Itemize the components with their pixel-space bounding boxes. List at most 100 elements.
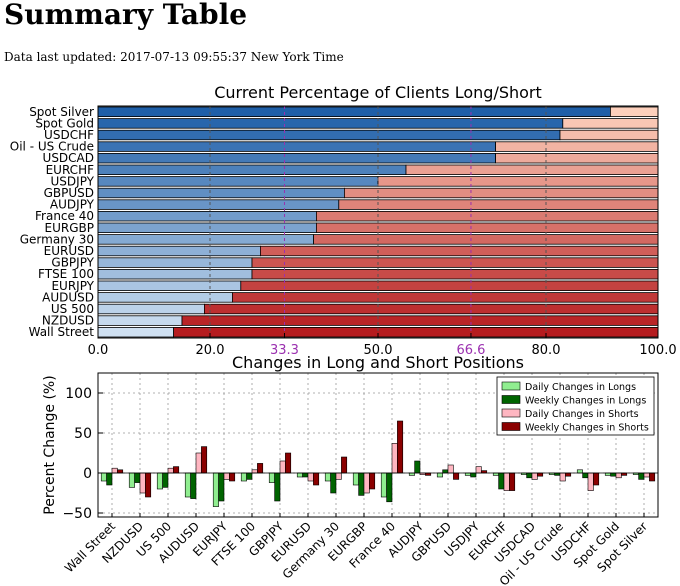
change-bar bbox=[251, 469, 258, 474]
short-bar bbox=[231, 292, 659, 303]
long-bar bbox=[97, 326, 174, 338]
page-title: Summary Table bbox=[4, 0, 248, 31]
change-bar bbox=[643, 472, 650, 478]
change-bar bbox=[128, 472, 135, 488]
short-bar bbox=[240, 280, 659, 292]
change-bar bbox=[240, 472, 247, 482]
short-bar bbox=[495, 141, 659, 152]
short-bar bbox=[181, 315, 659, 326]
long-bar bbox=[97, 268, 253, 280]
change-bar bbox=[447, 464, 454, 474]
long-bar bbox=[97, 292, 233, 303]
change-bar bbox=[296, 472, 303, 478]
short-bar bbox=[338, 199, 659, 210]
x-tick-label: 80.0 bbox=[532, 343, 561, 358]
change-bar bbox=[212, 472, 219, 507]
change-bar bbox=[565, 472, 572, 477]
change-bar bbox=[195, 452, 202, 474]
legend-swatch bbox=[501, 395, 521, 404]
long-bar bbox=[97, 176, 379, 187]
change-bar bbox=[391, 443, 398, 474]
category-label: FTSE 100 bbox=[38, 267, 94, 281]
long-bar bbox=[97, 234, 315, 245]
change-bar bbox=[302, 472, 309, 478]
change-bar bbox=[363, 472, 370, 494]
change-bar bbox=[341, 456, 348, 474]
long-bar bbox=[97, 199, 340, 210]
category-label: EURGBP bbox=[45, 221, 94, 235]
category-label: US 500 bbox=[51, 302, 94, 316]
long-bar bbox=[97, 106, 611, 118]
legend-label: Daily Changes in Shorts bbox=[525, 409, 639, 420]
category-label: France 40 bbox=[35, 209, 94, 223]
category-label: AUDUSD bbox=[42, 290, 94, 304]
change-bar bbox=[475, 466, 482, 474]
change-bar bbox=[526, 472, 533, 479]
change-bar bbox=[111, 467, 118, 474]
category-label: Spot Gold bbox=[35, 116, 94, 130]
long-bar bbox=[97, 280, 242, 292]
category-label: EURUSD bbox=[44, 244, 94, 258]
short-bar bbox=[251, 268, 659, 280]
short-bar bbox=[343, 187, 659, 199]
long-bar bbox=[97, 210, 317, 222]
short-bar bbox=[251, 257, 659, 268]
short-bar bbox=[377, 176, 659, 187]
change-bar bbox=[134, 472, 141, 483]
long-bar bbox=[97, 129, 561, 141]
legend-swatch bbox=[501, 381, 521, 391]
change-bar bbox=[100, 472, 107, 482]
category-label: EURCHF bbox=[46, 163, 95, 177]
change-bar bbox=[274, 472, 281, 502]
long-bar bbox=[97, 118, 564, 129]
y-tick-label: 100 bbox=[65, 386, 92, 402]
long-bar bbox=[97, 315, 183, 326]
last-updated-text: Data last updated: 2017-07-13 09:55:37 N… bbox=[4, 50, 344, 64]
y-tick-label: −50 bbox=[62, 506, 92, 522]
change-bar bbox=[229, 472, 236, 482]
short-bar bbox=[559, 129, 659, 141]
chart-frame bbox=[97, 105, 659, 339]
change-bar bbox=[559, 472, 566, 482]
change-bar bbox=[190, 472, 197, 499]
change-bar bbox=[615, 472, 622, 479]
long-bar bbox=[97, 303, 205, 315]
change-bar bbox=[184, 472, 191, 498]
change-bar bbox=[610, 472, 617, 477]
legend-label: Daily Changes in Longs bbox=[525, 382, 636, 393]
legend-label: Weekly Changes in Longs bbox=[525, 396, 646, 407]
change-bar bbox=[223, 472, 230, 480]
category-label: USDCAD bbox=[43, 151, 94, 165]
short-bar bbox=[495, 152, 659, 164]
chart-title: Changes in Long and Short Positions bbox=[232, 353, 524, 372]
change-bar bbox=[397, 420, 404, 474]
category-label: Germany 30 bbox=[20, 232, 94, 246]
change-bar bbox=[167, 467, 174, 474]
x-tick-label: 50.0 bbox=[364, 343, 393, 358]
change-bar bbox=[162, 472, 169, 488]
change-bar bbox=[285, 452, 292, 474]
change-bar bbox=[358, 472, 365, 496]
category-label: NZDUSD bbox=[42, 314, 94, 328]
change-bar bbox=[470, 472, 477, 478]
category-label: Oil - US Crude bbox=[10, 140, 94, 154]
y-tick-label: 50 bbox=[74, 426, 92, 442]
category-label: Spot Silver bbox=[29, 105, 94, 119]
change-bar bbox=[649, 472, 656, 482]
change-bar bbox=[509, 472, 516, 491]
category-label: Wall Street bbox=[29, 325, 95, 339]
change-bar bbox=[106, 472, 113, 486]
short-bar bbox=[315, 222, 659, 234]
long-bar bbox=[97, 257, 253, 268]
short-bar bbox=[405, 164, 659, 176]
change-bar bbox=[307, 472, 314, 482]
change-bar bbox=[436, 472, 443, 478]
short-bar bbox=[315, 210, 659, 222]
category-label: EURJPY bbox=[51, 279, 94, 293]
change-bar bbox=[139, 472, 146, 494]
change-bar bbox=[145, 472, 152, 498]
change-bar bbox=[117, 469, 124, 474]
long-bar bbox=[97, 164, 407, 176]
change-bar bbox=[442, 469, 449, 474]
